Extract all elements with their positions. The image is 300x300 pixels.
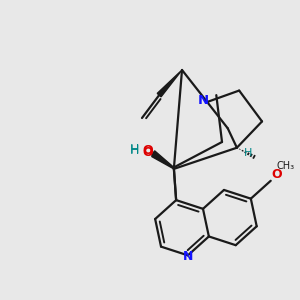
Text: H: H (244, 148, 253, 158)
Text: N: N (183, 250, 193, 263)
Text: H: H (130, 143, 140, 156)
Polygon shape (152, 152, 174, 169)
Text: O: O (271, 168, 282, 181)
Text: CH₃: CH₃ (276, 161, 295, 171)
Polygon shape (157, 70, 182, 97)
Polygon shape (152, 151, 174, 167)
Text: H: H (130, 145, 140, 158)
Text: O: O (142, 146, 153, 159)
Text: N: N (198, 94, 209, 107)
Text: O: O (142, 144, 153, 157)
